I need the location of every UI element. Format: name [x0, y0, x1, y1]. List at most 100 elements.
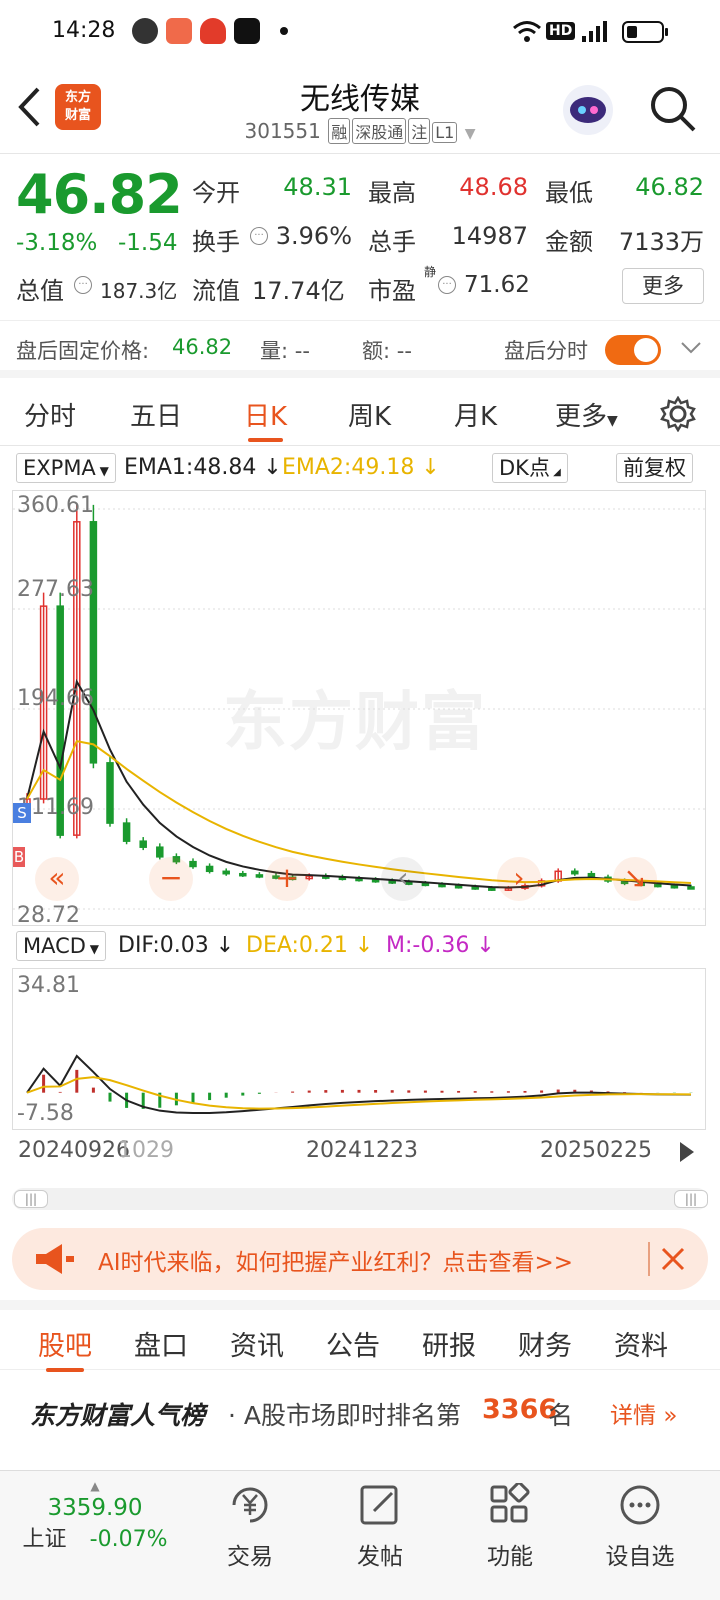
close-icon[interactable] — [660, 1246, 686, 1272]
candle — [637, 882, 645, 887]
tab-announcements[interactable]: 公告 — [326, 1331, 380, 1362]
tab-finance[interactable]: 财务 — [518, 1331, 572, 1362]
adjust-select[interactable]: 前复权 — [616, 453, 693, 483]
current-price: 46.82 — [16, 163, 183, 226]
tab-five-day[interactable]: 五日 — [130, 402, 183, 432]
index-value: 3359.90 — [47, 1495, 143, 1521]
post-button[interactable]: 发帖 — [320, 1483, 440, 1571]
candle — [687, 886, 695, 890]
tab-guba[interactable]: 股吧 — [38, 1324, 92, 1372]
rank-number: 3366 — [482, 1394, 558, 1425]
zoom-in-button[interactable]: + — [265, 857, 309, 901]
range-left-handle[interactable]: ||| — [14, 1190, 48, 1208]
functions-button[interactable]: 功能 — [450, 1483, 570, 1571]
index-widget[interactable]: ▲ 3359.90 上证 -0.07% — [20, 1479, 170, 1553]
candle — [156, 846, 164, 858]
chevron-left-icon[interactable] — [16, 86, 42, 128]
trade-button[interactable]: 交易 — [190, 1483, 310, 1571]
candle — [438, 883, 446, 888]
reset-zoom-button[interactable]: ↘ — [613, 857, 657, 901]
tab-profile[interactable]: 资料 — [614, 1331, 668, 1362]
tab-research[interactable]: 研报 — [422, 1331, 476, 1362]
search-icon[interactable] — [648, 84, 698, 134]
tab-news[interactable]: 资讯 — [230, 1331, 284, 1362]
date-label: 20250225 — [540, 1138, 652, 1163]
after-hours-toggle[interactable] — [605, 335, 661, 365]
info-icon[interactable]: ··· — [438, 276, 456, 294]
macd-chart[interactable]: 34.81 -7.58 — [12, 968, 706, 1130]
dk-point-select[interactable]: DK点 ◢ — [492, 453, 568, 483]
candle — [670, 885, 679, 889]
tab-weekly-k[interactable]: 周K — [348, 402, 392, 432]
candle — [39, 605, 48, 800]
double-chevron-right-icon: » — [663, 1403, 678, 1429]
divider — [648, 1242, 650, 1276]
robot-assistant-icon[interactable] — [560, 82, 616, 138]
tab-daily-k[interactable]: 日K — [244, 396, 287, 442]
status-bar: 14:28 HD — [0, 0, 720, 64]
tab-more[interactable]: 更多▼ — [555, 396, 618, 433]
tab-monthly-k[interactable]: 月K — [454, 402, 498, 432]
after-time-share-label: 盘后分时 — [504, 339, 588, 363]
dif-line — [26, 1054, 692, 1115]
zoom-out-button[interactable]: − — [149, 857, 193, 901]
more-notifications-dot-icon — [280, 27, 288, 35]
amount-value: 7133万 — [618, 228, 704, 256]
chevron-down-icon[interactable] — [680, 341, 702, 355]
indicator-select[interactable]: EXPMA ▼ — [16, 453, 116, 483]
fixed-price-value: 46.82 — [172, 335, 233, 359]
pan-left-button[interactable]: « — [35, 857, 79, 901]
post-label: 发帖 — [357, 1544, 403, 1570]
macd-select[interactable]: MACD ▼ — [16, 931, 106, 961]
after-amount: 额: -- — [362, 339, 412, 363]
sell-marker: S — [13, 803, 31, 823]
kline-indicator-bar: EXPMA ▼ EMA1:48.84 ↓ EMA2:49.18 ↓ DK点 ◢ … — [14, 452, 714, 484]
candle — [272, 875, 280, 879]
range-right-handle[interactable]: ||| — [674, 1190, 708, 1208]
tab-time-share[interactable]: 分时 — [24, 402, 77, 432]
turnover-value: 3.96% — [275, 222, 352, 250]
ema1-value: EMA1:48.84 ↓ — [124, 455, 282, 480]
mktcap-label: 总值 — [16, 277, 64, 305]
signal-icon — [582, 21, 607, 42]
hd-icon: HD — [546, 22, 576, 40]
info-icon[interactable]: ··· — [74, 276, 92, 294]
index-name: 上证 — [22, 1527, 67, 1552]
rank-detail-link[interactable]: 详情 » — [610, 1396, 677, 1430]
chart-range-scrollbar[interactable] — [12, 1188, 708, 1210]
add-watchlist-button[interactable]: 设自选 — [580, 1483, 700, 1571]
battery-icon — [622, 21, 668, 43]
float-label: 流值 — [192, 277, 240, 305]
eastmoney-logo: 东方 财富 — [55, 84, 101, 130]
change-amount: -1.54 — [118, 230, 178, 256]
ema1-label: EMA1:48.84 — [124, 455, 257, 480]
content-tabs: 股吧 盘口 资讯 公告 研报 财务 资料 — [0, 1300, 720, 1372]
stock-header: 东方 财富 无线传媒 301551 融深股通注 L1 ▼ — [0, 64, 720, 154]
info-icon[interactable]: ··· — [250, 227, 268, 245]
caret-up-icon: ▲ — [90, 1479, 100, 1493]
candle — [172, 856, 181, 863]
step-left-button[interactable]: ‹ — [381, 857, 425, 901]
kline-chart[interactable]: 东方财富 360.61 277.63 194.66 111.69 28.72 S… — [12, 490, 707, 928]
tab-pankou[interactable]: 盘口 — [134, 1331, 188, 1362]
low-value: 46.82 — [635, 173, 704, 201]
popularity-rank[interactable]: 东方财富人气榜 · A股市场即时排名第 3366 名 详情 » — [0, 1372, 720, 1452]
tag-registered: 注 — [408, 118, 431, 144]
macd-indicator-bar: MACD ▼ DIF:0.03 ↓ DEA:0.21 ↓ M:-0.36 ↓ — [14, 930, 714, 962]
caret-down-icon: ▼ — [607, 413, 618, 429]
float-value: 17.74亿 — [252, 277, 345, 305]
tiktok-icon — [234, 18, 260, 44]
grid-functions-icon — [490, 1483, 530, 1523]
more-button[interactable]: 更多 — [622, 268, 704, 304]
play-forward-icon[interactable] — [668, 1134, 704, 1170]
candle — [222, 870, 230, 875]
caret-down-icon[interactable]: ▼ — [464, 126, 476, 142]
macd-y-tick-label: -7.58 — [17, 1101, 74, 1126]
candle — [288, 876, 297, 881]
gear-icon[interactable] — [660, 396, 696, 432]
caret-down-icon: ▼ — [95, 464, 109, 478]
ema2-value: EMA2:49.18 ↓ — [282, 455, 440, 480]
date-label: 20241223 — [306, 1138, 418, 1163]
step-right-button[interactable]: › — [497, 857, 541, 901]
promo-banner[interactable]: AI时代来临，如何把握产业红利？点击查看>> — [12, 1228, 708, 1290]
